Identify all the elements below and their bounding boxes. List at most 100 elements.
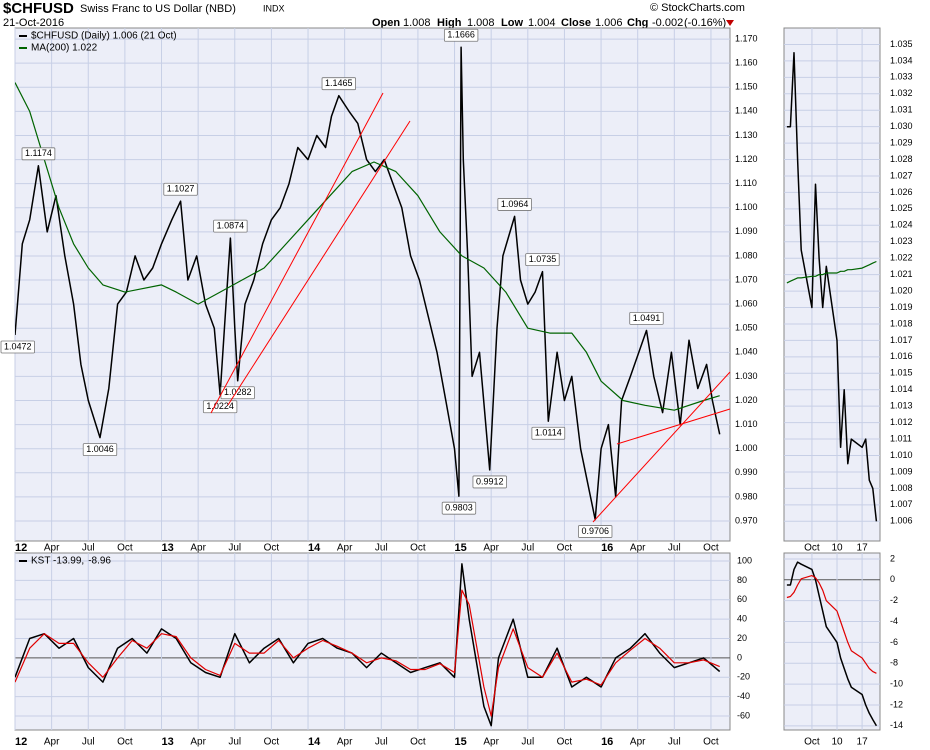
series-line — [15, 82, 720, 411]
x-tick-label: 14 — [308, 736, 321, 748]
y-tick-label: 1.160 — [735, 58, 758, 68]
y-tick-label: 1.035 — [890, 39, 913, 49]
y-tick-label: 40 — [737, 614, 747, 624]
quote-value: 1.008 — [467, 17, 495, 29]
x-tick-label: Apr — [44, 737, 60, 748]
trendline — [227, 120, 411, 406]
y-tick-label: 1.028 — [890, 154, 913, 164]
y-tick-label: 1.009 — [890, 466, 913, 476]
quote-value: 1.006 — [595, 17, 623, 29]
x-tick-label: 15 — [455, 736, 467, 748]
x-tick-label: Oct — [410, 543, 426, 554]
annotation-box — [525, 253, 560, 267]
y-tick-label: 1.030 — [890, 121, 913, 131]
annotation-box — [629, 312, 664, 325]
panels: 0.970 0.980 0.990 1.000 1.010 1.020 1.030 1.040… — [0, 27, 913, 748]
annotation-box — [441, 501, 477, 515]
y-tick-label: 1.018 — [890, 318, 913, 328]
x-tick-label: Apr — [337, 543, 353, 554]
annotation-label: 0.9912 — [476, 476, 504, 486]
annotation-label: 0.9803 — [445, 503, 473, 513]
trendline — [592, 371, 731, 523]
x-tick-label: Jul — [82, 543, 95, 554]
x-tick-label: 15 — [455, 542, 467, 554]
x-tick-label: Jul — [668, 543, 681, 554]
y-tick-label: 1.033 — [890, 72, 913, 82]
y-tick-label: -20 — [737, 672, 750, 682]
panel: -14 -12 -10 -8 -6 -4 -2 0 2 Oct 10 17 — [783, 552, 903, 748]
plot-area — [783, 27, 881, 542]
x-tick-label: Oct — [804, 543, 820, 554]
annotation-box — [443, 28, 479, 42]
y-tick-label: 1.021 — [890, 269, 913, 279]
x-tick-label: Oct — [804, 737, 820, 748]
x-tick-label: 17 — [857, 543, 869, 554]
trendline — [616, 408, 731, 445]
y-tick-label: 1.032 — [890, 88, 913, 98]
y-tick-label: -60 — [737, 710, 750, 720]
annotation-label: 1.0735 — [529, 254, 557, 264]
y-tick-label: 1.014 — [890, 384, 913, 394]
y-tick-label: -2 — [890, 595, 898, 605]
x-tick-label: Apr — [630, 543, 646, 554]
x-tick-label: Apr — [630, 737, 646, 748]
x-tick-label: Apr — [337, 737, 353, 748]
annotation-box — [578, 525, 613, 538]
y-tick-label: -14 — [890, 720, 903, 730]
annotation-box — [0, 340, 35, 354]
y-tick-label: 1.120 — [735, 154, 758, 164]
y-tick-label: 1.019 — [890, 302, 913, 312]
y-tick-label: 1.029 — [890, 137, 913, 147]
annotation-label: 1.0964 — [501, 199, 529, 209]
y-tick-label: 0 — [737, 652, 742, 662]
x-tick-label: Jul — [82, 737, 95, 748]
series-line — [786, 575, 877, 674]
date: 21-Oct-2016 — [3, 17, 64, 29]
x-tick-label: 10 — [831, 737, 843, 748]
x-tick-label: 17 — [857, 737, 869, 748]
x-tick-label: 12 — [15, 542, 27, 554]
instrument-name: Swiss Franc to US Dollar (NBD) — [80, 3, 236, 15]
series-line — [15, 589, 720, 717]
plot-area — [14, 552, 731, 731]
y-tick-label: 1.140 — [735, 106, 758, 116]
y-tick-label: 20 — [737, 633, 747, 643]
annotation-label: 1.0224 — [206, 401, 234, 411]
plot-area — [14, 27, 731, 542]
x-tick-label: Jul — [521, 543, 534, 554]
y-tick-label: 1.027 — [890, 170, 913, 180]
y-tick-label: 1.007 — [890, 499, 913, 509]
x-tick-label: Oct — [410, 737, 426, 748]
y-tick-label: 0.990 — [735, 467, 758, 477]
annotation-box — [497, 198, 532, 211]
x-tick-label: Apr — [190, 737, 206, 748]
y-tick-label: 1.026 — [890, 187, 913, 197]
x-tick-label: 13 — [162, 542, 174, 554]
y-tick-label: -12 — [890, 699, 903, 709]
x-tick-label: Apr — [190, 543, 206, 554]
y-tick-label: 1.020 — [890, 285, 913, 295]
legend-label: $CHFUSD (Daily) 1.006 (21 Oct) — [31, 31, 177, 42]
x-tick-label: Oct — [264, 543, 280, 554]
x-tick-label: Jul — [375, 737, 388, 748]
trendlines — [210, 92, 731, 523]
x-tick-label: 10 — [831, 543, 843, 554]
legend-label: MA(200) 1.022 — [31, 43, 98, 54]
y-tick-label: 1.017 — [890, 335, 913, 345]
x-tick-label: Apr — [483, 737, 499, 748]
annotation-label: 1.0114 — [535, 428, 562, 438]
y-tick-label: 2 — [890, 553, 895, 563]
down-arrow — [726, 20, 734, 26]
x-tick-label: 14 — [308, 542, 321, 554]
annotation-box — [321, 77, 356, 91]
x-tick-label: Oct — [703, 543, 719, 554]
x-tick-label: Jul — [375, 543, 388, 554]
quote-value: -0.002 — [652, 17, 683, 29]
y-tick-label: 1.010 — [890, 450, 913, 460]
y-tick-label: 1.100 — [735, 202, 758, 212]
x-tick-label: Jul — [228, 543, 241, 554]
y-tick-label: 0 — [890, 574, 895, 584]
x-tick-label: Oct — [557, 543, 573, 554]
x-tick-label: Apr — [44, 543, 60, 554]
